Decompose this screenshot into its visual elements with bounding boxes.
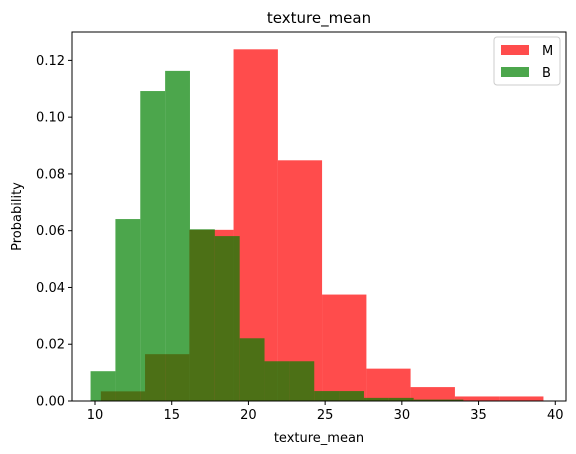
bar-B-5 xyxy=(214,236,240,401)
bar-B-8 xyxy=(289,361,315,401)
y-tick-label: 0.10 xyxy=(36,111,65,126)
x-axis-label: texture_mean xyxy=(274,431,364,446)
bar-M-7 xyxy=(410,387,455,401)
bar-B-2 xyxy=(140,91,166,401)
bar-B-14 xyxy=(438,399,464,401)
bar-M-5 xyxy=(322,294,367,401)
bar-B-1 xyxy=(115,219,141,401)
x-tick-label: 25 xyxy=(317,408,334,423)
y-tick-label: 0.12 xyxy=(36,54,65,69)
x-tick-label: 40 xyxy=(547,408,564,423)
legend-swatch-B xyxy=(501,67,529,77)
x-tick-label: 20 xyxy=(240,408,257,423)
bar-B-0 xyxy=(90,371,116,401)
series-B xyxy=(90,70,464,401)
y-tick-label: 0.02 xyxy=(36,338,65,353)
bar-B-7 xyxy=(264,361,290,401)
y-tick-label: 0.00 xyxy=(36,395,65,410)
x-tick-label: 30 xyxy=(394,408,411,423)
bar-M-9 xyxy=(499,396,544,401)
y-tick-label: 0.08 xyxy=(36,167,65,182)
bar-B-10 xyxy=(339,391,364,401)
bar-B-11 xyxy=(363,397,389,401)
x-tick-label: 10 xyxy=(87,408,104,423)
y-tick-label: 0.04 xyxy=(36,281,65,296)
bar-B-3 xyxy=(165,70,190,401)
legend-swatch-M xyxy=(501,45,529,55)
legend-label-B: B xyxy=(542,66,551,81)
plot-area xyxy=(90,49,544,402)
x-tick-label: 35 xyxy=(470,408,487,423)
chart-title: texture_mean xyxy=(267,9,371,28)
x-tick-label: 15 xyxy=(163,408,180,423)
axes-frame xyxy=(71,31,567,402)
bar-M-8 xyxy=(454,396,500,401)
bar-B-13 xyxy=(413,399,439,401)
legend-label-M: M xyxy=(542,44,553,59)
bar-M-4 xyxy=(277,160,323,401)
bar-B-12 xyxy=(388,397,414,401)
x-axis-ticks: 10 15 20 25 30 35 40 xyxy=(87,401,564,423)
y-tick-label: 0.06 xyxy=(36,224,65,239)
y-axis-ticks: 0.00 0.02 0.04 0.06 0.08 0.10 0.12 xyxy=(36,54,72,410)
bar-M-6 xyxy=(366,368,411,401)
bar-B-9 xyxy=(314,391,340,401)
y-axis-label: Probability xyxy=(10,182,25,251)
bar-B-4 xyxy=(189,229,215,401)
bar-B-6 xyxy=(239,338,265,401)
legend: MB xyxy=(493,36,561,86)
